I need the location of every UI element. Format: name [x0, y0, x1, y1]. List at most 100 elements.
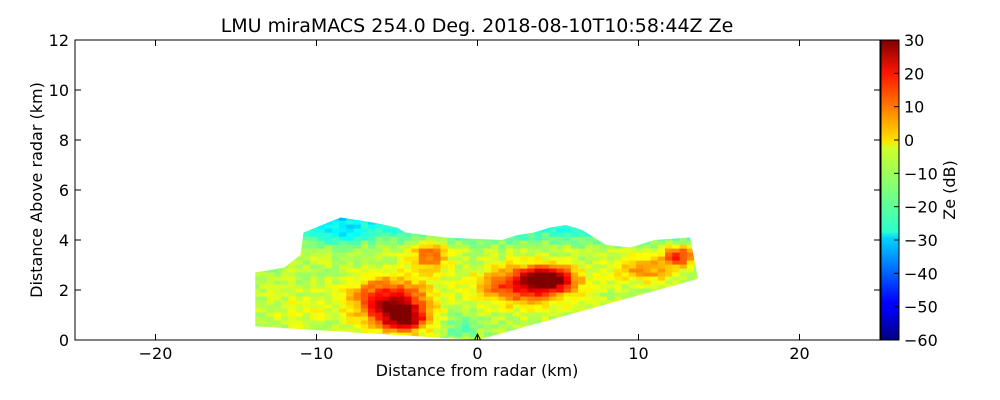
echo-cell: [491, 268, 500, 273]
echo-cell: [259, 240, 268, 245]
echo-cell: [382, 328, 391, 333]
echo-cell: [483, 320, 492, 325]
echo-cell: [382, 232, 391, 237]
echo-cell: [273, 304, 282, 309]
echo-cell: [397, 236, 405, 241]
echo-cell: [534, 296, 543, 301]
echo-cell: [360, 284, 369, 289]
echo-cell: [614, 252, 623, 257]
echo-cell: [592, 228, 601, 233]
echo-cell: [628, 217, 637, 221]
echo-cell: [281, 244, 289, 249]
echo-cell: [512, 260, 521, 265]
echo-cell: [353, 256, 362, 261]
echo-cell: [454, 220, 463, 225]
echo-cell: [657, 304, 666, 309]
echo-cell: [520, 292, 529, 297]
echo-cell: [491, 304, 500, 309]
echo-cell: [255, 332, 260, 337]
echo-cell: [288, 256, 297, 261]
echo-cell: [281, 236, 289, 241]
echo-cell: [607, 280, 615, 285]
echo-cell: [324, 300, 333, 305]
echo-cell: [607, 240, 615, 245]
echo-cell: [570, 324, 579, 329]
echo-cell: [491, 252, 500, 257]
echo-cell: [469, 312, 478, 317]
echo-cell: [411, 296, 420, 301]
echo-cell: [491, 288, 500, 293]
echo-cell: [628, 328, 637, 333]
echo-cell: [425, 296, 434, 301]
echo-cell: [288, 280, 297, 285]
echo-cell: [498, 260, 507, 265]
echo-cell: [650, 324, 659, 329]
echo-cell: [599, 244, 608, 249]
echo-cell: [302, 224, 311, 229]
echo-cell: [541, 248, 550, 253]
echo-cell: [368, 224, 376, 229]
echo-cell: [498, 272, 507, 277]
echo-cell: [643, 256, 652, 261]
echo-cell: [556, 272, 565, 277]
echo-cell: [288, 248, 297, 253]
echo-cell: [411, 300, 420, 305]
echo-cell: [491, 236, 500, 241]
echo-cell: [643, 217, 652, 221]
echo-cell: [375, 220, 384, 225]
echo-cell: [643, 264, 652, 269]
echo-cell: [578, 328, 586, 333]
echo-cell: [549, 212, 557, 217]
echo-cell: [599, 308, 608, 313]
echo-cell: [353, 324, 362, 329]
echo-cell: [440, 232, 449, 237]
echo-cell: [512, 240, 521, 245]
echo-cell: [310, 276, 318, 281]
echo-cell: [411, 240, 420, 245]
echo-cell: [346, 224, 355, 229]
echo-cell: [520, 324, 529, 329]
echo-cell: [578, 284, 586, 289]
echo-cell: [512, 244, 521, 249]
echo-cell: [665, 284, 673, 289]
echo-cell: [346, 276, 355, 281]
echo-cell: [404, 236, 413, 241]
echo-cell: [389, 252, 398, 257]
echo-cell: [541, 328, 550, 333]
echo-cell: [491, 300, 500, 305]
echo-cell: [592, 217, 601, 221]
echo-cell: [259, 280, 268, 285]
echo-cell: [302, 304, 311, 309]
echo-cell: [447, 252, 456, 257]
echo-cell: [628, 220, 637, 225]
echo-cell: [331, 328, 340, 333]
echo-cell: [317, 236, 326, 241]
echo-cell: [665, 328, 673, 333]
echo-cell: [570, 280, 579, 285]
echo-cell: [505, 236, 514, 241]
echo-cell: [433, 316, 442, 321]
echo-cell: [462, 296, 471, 301]
echo-cell: [614, 244, 623, 249]
echo-cell: [273, 256, 282, 261]
echo-cell: [324, 240, 333, 245]
echo-cell: [665, 248, 673, 253]
echo-cell: [317, 217, 326, 221]
echo-cell: [389, 320, 398, 325]
colorbar-label: Ze (dB): [940, 160, 959, 220]
echo-cell: [295, 244, 304, 249]
echo-cell: [411, 280, 420, 285]
echo-cell: [281, 264, 289, 269]
echo-cell: [433, 272, 442, 277]
echo-cell: [397, 292, 405, 297]
echo-cell: [686, 224, 695, 229]
echo-cell: [317, 252, 326, 257]
echo-cell: [411, 304, 420, 309]
echo-cell: [592, 320, 601, 325]
echo-cell: [556, 256, 565, 261]
echo-cell: [360, 236, 369, 241]
echo-cell: [657, 268, 666, 273]
echo-cell: [657, 256, 666, 261]
echo-cell: [679, 324, 688, 329]
echo-cell: [592, 300, 601, 305]
